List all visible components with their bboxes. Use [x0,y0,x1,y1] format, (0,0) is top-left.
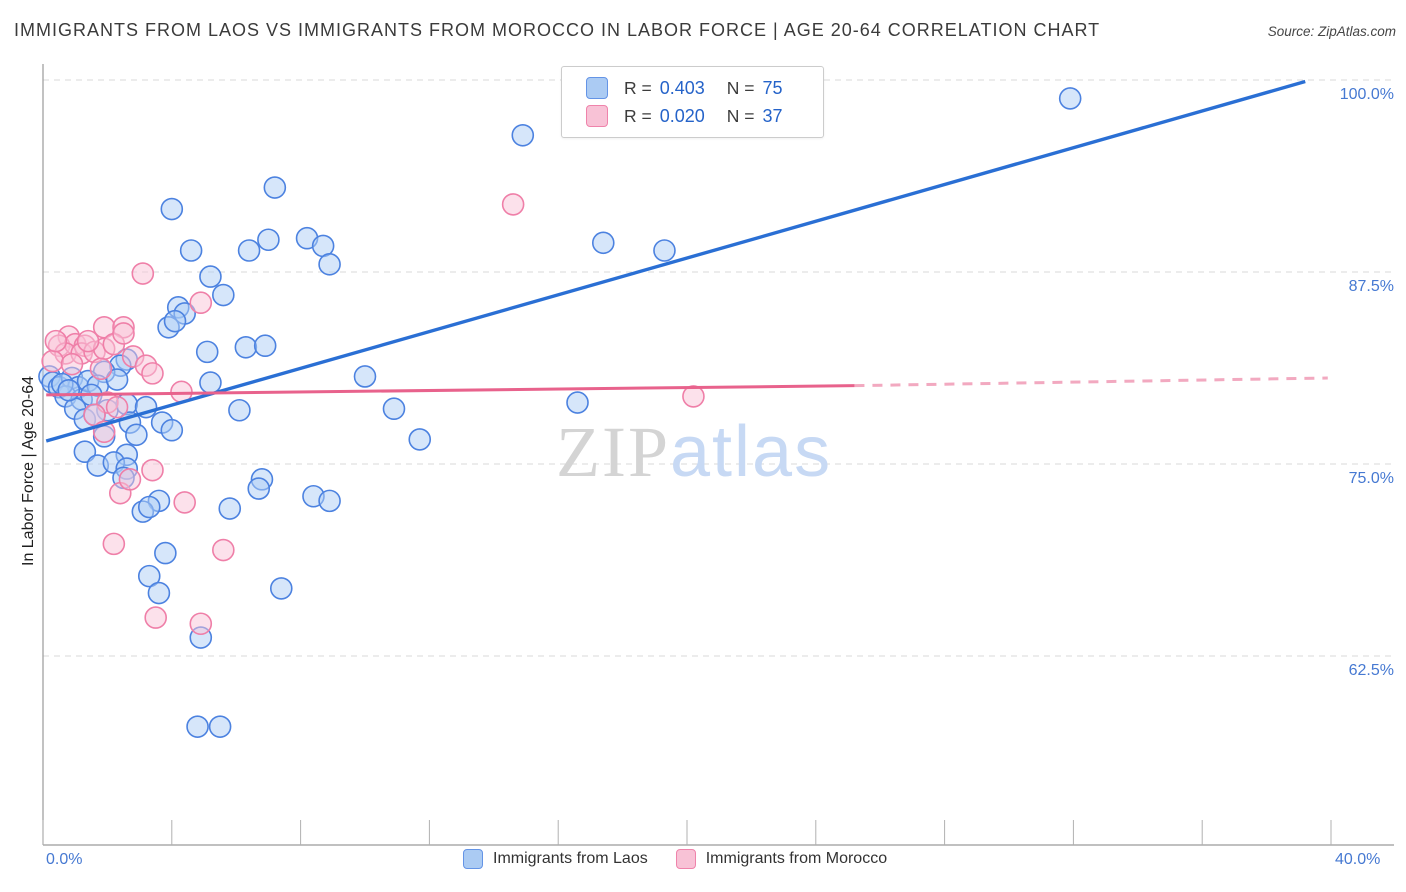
scatter-point-morocco[interactable] [41,349,64,373]
r-value-morocco: 0.020 [659,105,705,126]
bottom-legend-item-laos: Immigrants from Laos [463,849,648,869]
legend-row-morocco: R = 0.020 N = 37 [586,102,823,130]
scatter-point-laos[interactable] [73,440,97,464]
scatter-point-morocco[interactable] [118,468,142,491]
scatter-point-laos[interactable] [247,477,271,500]
scatter-point-laos[interactable] [269,577,293,600]
scatter-point-laos[interactable] [566,391,589,414]
correlation-legend-box: R = 0.403 N = 75 R = 0.020 N = 37 [561,66,824,138]
scatter-point-laos[interactable] [408,428,432,451]
y-tick-label-87-5: 87.5% [1348,278,1394,295]
scatter-point-laos[interactable] [199,265,222,288]
scatter-point-morocco[interactable] [44,329,68,353]
scatter-point-laos[interactable] [318,253,341,276]
scatter-point-laos[interactable] [208,715,232,738]
scatter-point-laos[interactable] [218,497,242,520]
scatter-point-laos[interactable] [160,197,184,221]
morocco-trend-line [46,384,855,397]
scatter-point-laos[interactable] [257,228,280,252]
n-value-laos: 75 [762,77,783,98]
scatter-point-laos[interactable] [147,581,171,605]
scatter-point-laos[interactable] [163,309,187,333]
scatter-point-laos[interactable] [511,123,535,147]
y-axis-title: In Labor Force | Age 20-64 [20,375,37,566]
scatter-point-morocco[interactable] [173,491,196,514]
scatter-point-laos[interactable] [263,176,287,199]
laos-trend-line [45,79,1306,443]
scatter-point-morocco[interactable] [501,193,525,216]
morocco-trend-line [854,376,1328,388]
scatter-point-laos[interactable] [199,371,222,394]
x-min-label: 0.0% [46,851,83,868]
legend-row-laos: R = 0.403 N = 75 [586,74,823,102]
scatter-point-morocco[interactable] [131,262,155,285]
r-label: R = [624,77,652,98]
scatter-point-morocco[interactable] [83,403,106,427]
laos-legend-label: Immigrants from Laos [493,850,648,867]
scatter-point-laos[interactable] [234,335,258,359]
scatter-point-laos[interactable] [195,340,219,364]
scatter-point-laos[interactable] [237,239,261,262]
bottom-legend-item-morocco: Immigrants from Morocco [675,849,888,869]
page-title: IMMIGRANTS FROM LAOS VS IMMIGRANTS FROM … [14,20,1101,40]
scatter-point-morocco[interactable] [60,352,84,376]
morocco-legend-label: Immigrants from Morocco [705,850,888,867]
scatter-point-morocco[interactable] [76,329,100,353]
scatter-point-laos[interactable] [186,715,209,738]
r-label: R = [624,105,652,126]
scatter-point-laos[interactable] [57,378,81,402]
scatter-point-laos[interactable] [228,398,251,422]
morocco-swatch-icon [586,105,608,127]
n-label: N = [726,105,755,126]
source-label: Source: ZipAtlas.com [1267,24,1396,39]
n-value-morocco: 37 [762,105,783,126]
scatter-point-laos[interactable] [125,423,148,447]
scatter-point-morocco[interactable] [102,532,126,556]
scatter-point-morocco[interactable] [189,612,213,636]
laos-swatch-icon [463,849,483,869]
scatter-point-morocco[interactable] [682,385,705,408]
scatter-point-laos[interactable] [1058,87,1082,110]
scatter-point-laos[interactable] [105,368,129,391]
scatter-point-laos[interactable] [591,231,615,255]
scatter-point-laos[interactable] [353,365,377,388]
bottom-legend: Immigrants from Laos Immigrants from Mor… [463,849,887,869]
scatter-point-morocco[interactable] [141,458,164,482]
scatter-point-laos[interactable] [212,283,235,307]
y-tick-label-62-5: 62.5% [1348,662,1394,679]
laos-swatch-icon [586,77,608,99]
y-tick-label-100: 100.0% [1339,86,1394,103]
x-max-label: 40.0% [1335,851,1381,868]
scatter-point-laos[interactable] [653,239,676,262]
scatter-point-laos[interactable] [179,239,203,262]
scatter-point-laos[interactable] [137,495,161,519]
scatter-point-morocco[interactable] [112,322,135,345]
scatter-point-morocco[interactable] [105,395,129,419]
scatter-point-laos[interactable] [253,334,277,358]
morocco-swatch-icon [675,849,696,869]
scatter-point-morocco[interactable] [189,291,213,315]
scatter-point-laos[interactable] [154,541,177,565]
scatter-point-morocco[interactable] [144,606,167,629]
scatter-point-laos[interactable] [137,564,161,588]
r-value-laos: 0.403 [659,77,705,98]
scatter-point-morocco[interactable] [89,357,113,381]
n-label: N = [726,77,755,98]
y-tick-label-75: 75.0% [1348,470,1394,487]
scatter-point-laos[interactable] [382,397,406,421]
scatter-point-morocco[interactable] [212,538,235,562]
scatter-point-laos[interactable] [318,489,341,513]
scatter-point-morocco[interactable] [141,362,164,385]
scatter-point-laos[interactable] [160,418,184,442]
